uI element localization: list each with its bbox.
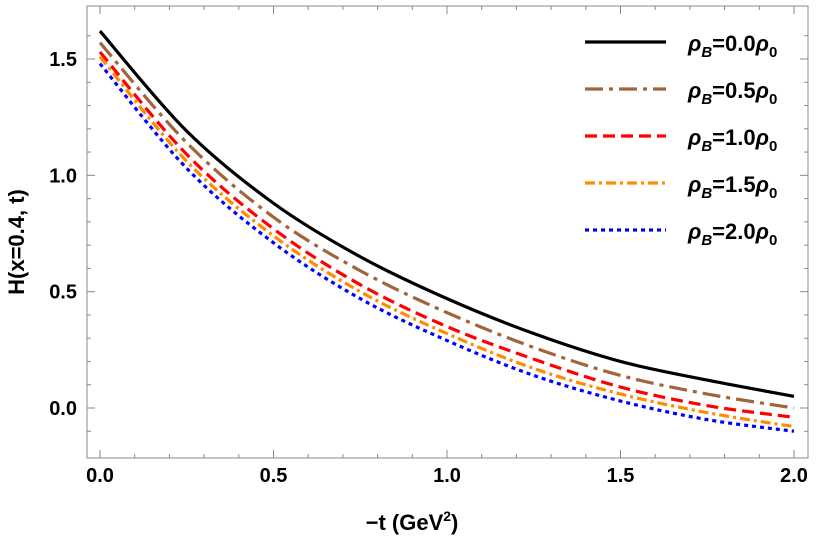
legend-label-1: ρB=0.5ρ0	[687, 78, 777, 108]
series-line-2	[98, 50, 795, 419]
x-tick-label: 1.0	[433, 465, 461, 487]
x-axis-label-end: )	[451, 510, 458, 535]
x-axis-label-sup: 2	[443, 508, 451, 524]
series-layer	[98, 30, 795, 433]
x-axis-label: −t (GeV2)	[366, 508, 459, 535]
legend-label-3: ρB=1.5ρ0	[687, 172, 777, 202]
x-tick-label: 1.5	[607, 465, 635, 487]
axes: 0.0 0.5 1.0 1.5 2.0 0.0 0.5 1.0 1.5	[49, 5, 809, 487]
y-tick-label: 0.0	[49, 398, 77, 420]
series-line-4	[98, 62, 795, 433]
y-tick-label: 1.0	[49, 165, 77, 187]
y-tick-label: 1.5	[49, 49, 77, 71]
legend-label-2: ρB=1.0ρ0	[687, 125, 777, 155]
y-axis-label: H(x=0.4, t)	[4, 189, 29, 295]
series-line-1	[98, 41, 795, 410]
series-line-0	[98, 30, 795, 398]
x-tick-label: 0.5	[260, 465, 288, 487]
legend-label-4: ρB=2.0ρ0	[687, 219, 777, 249]
x-axis-label-main: −t (GeV	[366, 510, 444, 535]
series-line-3	[98, 55, 795, 429]
legend: ρB=0.0ρ0 ρB=0.5ρ0 ρB=1.0ρ0 ρB=1.5ρ0 ρB=2.0ρ0	[585, 31, 777, 249]
y-tick-label: 0.5	[49, 282, 77, 304]
x-tick-label: 2.0	[780, 465, 808, 487]
legend-label-0: ρB=0.0ρ0	[687, 31, 777, 61]
x-tick-label: 0.0	[86, 465, 114, 487]
